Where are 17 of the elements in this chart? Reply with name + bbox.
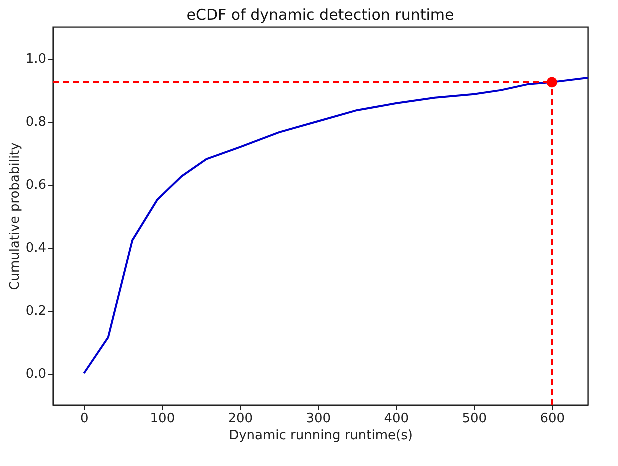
y-axis-title: Cumulative probability (8, 142, 23, 290)
x-axis-title: Dynamic running runtime(s) (229, 428, 413, 444)
chart-title: eCDF of dynamic detection runtime (186, 6, 454, 24)
x-tick-label: 0 (80, 412, 89, 426)
y-tick-label: 0.2 (26, 304, 46, 319)
x-tick-label: 100 (150, 412, 176, 426)
y-tick-label: 0.8 (26, 115, 46, 130)
y-tick-label: 1.0 (26, 52, 46, 67)
x-tick-label: 400 (384, 412, 410, 426)
y-tick-label: 0.6 (26, 178, 46, 193)
x-tick-label: 600 (540, 412, 566, 426)
x-tick-label: 200 (228, 412, 254, 426)
line-series (83, 77, 589, 374)
x-tick-label: 300 (306, 412, 332, 426)
y-tick-label: 0.4 (26, 241, 46, 256)
y-tick-label: 0.0 (26, 367, 46, 382)
x-tick-label: 500 (462, 412, 488, 426)
